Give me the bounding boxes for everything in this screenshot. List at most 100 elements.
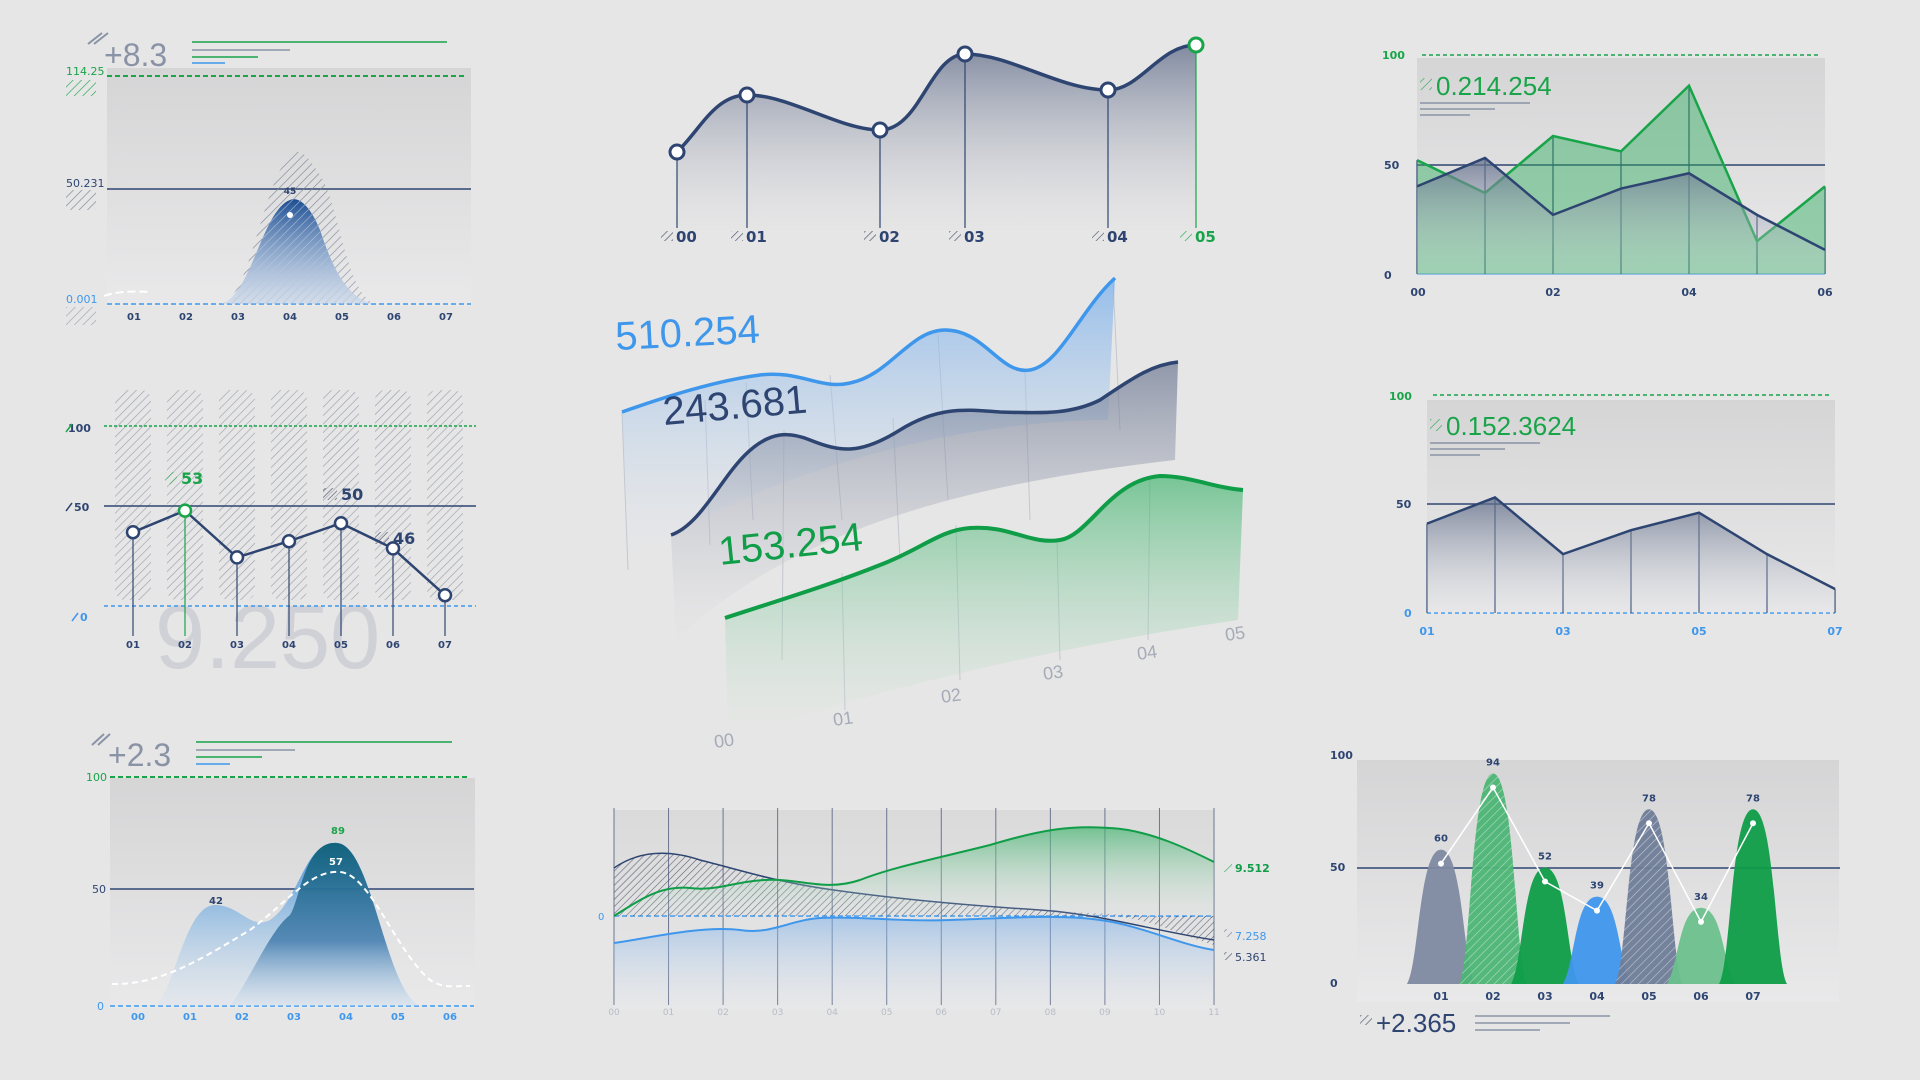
series-markers	[125, 503, 453, 603]
y-label: 0	[97, 1000, 104, 1013]
marker-dot	[1187, 36, 1205, 54]
y-label: 100	[68, 422, 91, 435]
x-label: 01	[183, 1012, 197, 1023]
marker-stems	[676, 45, 1197, 228]
marker-dot	[956, 45, 974, 63]
value-label: 34	[1694, 892, 1708, 903]
trend-dot	[1750, 820, 1756, 827]
x-label: 00	[608, 1008, 620, 1018]
trend-dot	[1646, 820, 1652, 827]
big-background-value: 9.250	[155, 588, 380, 688]
x-label: 04	[1589, 990, 1605, 1003]
footer-value: +2.365	[1376, 1008, 1456, 1038]
marker-dot	[1099, 81, 1117, 99]
x-label: 04	[826, 1008, 838, 1018]
trend-dot	[1594, 907, 1600, 914]
x-label: 05	[334, 640, 348, 651]
x-label: 03	[287, 1012, 301, 1023]
legend-value: 9.512	[1235, 862, 1270, 875]
x-label: 00	[1410, 286, 1426, 299]
panel-marker-line-chart: 9.250 100 50 0 53 50 46 01 02 0	[65, 390, 476, 688]
dashed-trend-curve	[111, 870, 471, 988]
marker-dot	[738, 86, 756, 104]
trend-dot	[1438, 860, 1444, 867]
x-label: 04	[282, 640, 296, 651]
legend-value: 5.361	[1235, 951, 1267, 964]
bell-bar	[1511, 867, 1579, 984]
area-fill	[677, 45, 1196, 230]
x-label: 01	[127, 312, 141, 323]
x-label: 03	[231, 312, 245, 323]
x-label: 01	[1419, 625, 1434, 638]
y-label: 50	[1330, 861, 1346, 874]
line-green-series	[613, 826, 1215, 917]
y-label: 50	[92, 883, 106, 896]
trend-dots	[1438, 784, 1756, 925]
hatch-swatch	[66, 307, 96, 325]
x-label: 00	[713, 729, 736, 752]
marker-dot	[333, 515, 349, 531]
line-series-3	[724, 473, 1244, 620]
hatch-swatch	[66, 190, 96, 210]
bell-bar-hatch	[1459, 773, 1527, 984]
x-label: 01	[832, 707, 855, 730]
x-label: 05	[1641, 990, 1656, 1003]
x-axis-labels: 00 01 02 03 04 05	[661, 228, 1216, 246]
trend-dot	[1698, 918, 1704, 925]
x-label: 05	[335, 312, 349, 323]
marker-dot	[281, 533, 297, 549]
value-labels: 60 94 52 39 78 34 78	[1434, 757, 1760, 902]
series-markers	[668, 36, 1205, 161]
line-series-1	[621, 276, 1117, 414]
x-label: 07	[990, 1008, 1001, 1018]
panel-value: 0.214.254	[1436, 71, 1552, 101]
x-label: 02	[235, 1012, 249, 1023]
panel-navy-area-chart: 100 50 0 0.152.3624 01 03 05 07	[1389, 390, 1843, 638]
trend-dot	[1490, 784, 1496, 791]
x-label: 08	[1045, 1008, 1057, 1018]
marker-dot	[125, 524, 141, 540]
panel-value: 0.152.3624	[1446, 411, 1576, 441]
value-label: 78	[1642, 793, 1656, 804]
marker-dot	[668, 143, 686, 161]
x-label: 06	[1693, 990, 1709, 1003]
annotation-46: 46	[393, 529, 415, 548]
panel-perspective-area-chart: 510.254 243.681 153.254 00 01 02 03 04 0…	[614, 276, 1246, 752]
bell-bar	[1667, 907, 1735, 984]
x-label: 03	[1555, 625, 1570, 638]
x-label: 02	[1545, 286, 1560, 299]
y-label: 0	[1404, 607, 1412, 620]
peak-label: 89	[331, 826, 345, 837]
peak-label: 45	[284, 187, 297, 197]
x-label: 09	[1099, 1008, 1111, 1018]
panel-double-peak-chart: +2.3 100 50 0 42 89 57 00 01 02 03 04 05…	[86, 733, 475, 1023]
x-label: 05	[391, 1012, 405, 1023]
x-label: 02	[717, 1008, 728, 1018]
line-navy-series	[1416, 156, 1826, 252]
x-label: 00	[131, 1012, 145, 1023]
panel-value: +2.3	[108, 737, 171, 773]
x-label: 02	[1485, 990, 1500, 1003]
x-axis-labels: 01 02 03 04 05 06 07	[1433, 990, 1760, 1003]
x-label: 05	[881, 1008, 892, 1018]
panel-bell-bars-chart: 100 50 0 60 94 52 39 78 34 78 01 02 03 04 05 06 07 +…	[1330, 749, 1840, 1038]
x-label: 01	[126, 640, 140, 651]
y-label: 50	[74, 501, 90, 514]
y-label: 100	[1382, 49, 1405, 62]
bell-bars	[1407, 773, 1787, 984]
x-axis-labels: 00 02 04 06	[1410, 286, 1833, 299]
panel-comparison-chart: 100 50 0 0.214.254 00 02 04 06	[1382, 49, 1833, 299]
marker-dot	[871, 121, 889, 139]
bell-bar	[1719, 809, 1787, 984]
x-label: 00	[676, 228, 697, 246]
x-label: 06	[936, 1008, 948, 1018]
peak-label: 42	[209, 896, 223, 907]
x-label: 07	[438, 640, 452, 651]
y-label: 100	[86, 771, 107, 784]
panel-value: +8.3	[104, 37, 167, 73]
area-right-peak	[230, 842, 420, 1006]
panel-smooth-line-chart: 00 01 02 03 04 05	[661, 36, 1216, 246]
y-label: 100	[1330, 749, 1353, 762]
bell-bar	[1407, 849, 1475, 984]
